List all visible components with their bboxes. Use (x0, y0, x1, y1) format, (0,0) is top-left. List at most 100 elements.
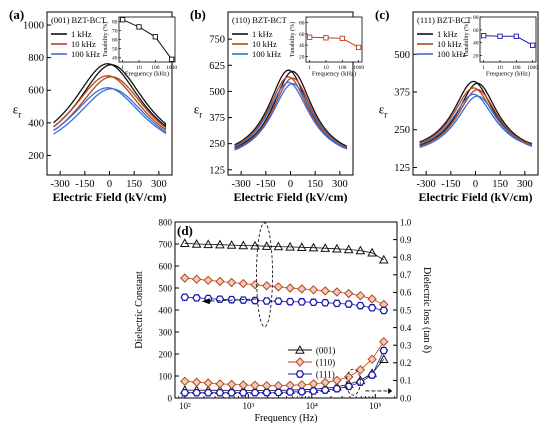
y-tick-label: 100 (159, 371, 173, 381)
marker-diamond (320, 286, 330, 296)
y-tick-label: 125 (394, 163, 410, 174)
y-tick-label: 200 (28, 151, 44, 162)
marker-diamond (308, 285, 319, 295)
marker-hexagon (309, 298, 318, 307)
marker-hexagon (297, 298, 307, 306)
inset-y-tick-label: 70 (112, 29, 118, 35)
inset-marker (480, 32, 487, 39)
marker-hexagon (356, 378, 365, 386)
marker-hexagon (262, 297, 272, 305)
series-line-100kHz (419, 93, 533, 149)
inset-y-tick-label: 60 (299, 32, 305, 38)
inset-x-tick-label: 10 (323, 65, 329, 71)
inset-x-tick-label: 10 (497, 65, 503, 71)
series-line-1kHz (419, 80, 533, 146)
inset-frame (305, 16, 363, 63)
x-tick-label: 10² (179, 401, 191, 411)
legend-label: (111) (316, 370, 335, 380)
inset-x-tick-label: 100 (512, 65, 521, 71)
y-tick-label: 400 (159, 305, 173, 315)
legend-marker (295, 344, 305, 354)
y2-tick-label: 0.5 (400, 305, 412, 315)
y2-tick-label: 0.0 (400, 393, 412, 403)
marker-diamond (261, 281, 272, 291)
series-line-10kHz (234, 76, 348, 150)
marker-hexagon (180, 293, 190, 302)
inset-y-tick-label: 40 (299, 43, 305, 49)
y-tick-label: 500 (209, 87, 225, 98)
series-line-left (184, 242, 385, 261)
inset-marker (119, 17, 126, 23)
arrow-head (388, 388, 393, 394)
plot-frame (174, 221, 398, 399)
inset-line (122, 19, 173, 60)
marker-diamond (285, 380, 295, 391)
y-tick-label: 750 (209, 35, 225, 46)
inset-x-tick-label: 1000 (353, 65, 364, 71)
inset-y-tick-label: 80 (473, 15, 479, 21)
inset-y-tick-label: 60 (112, 38, 118, 44)
y-tick-label: 125 (209, 165, 225, 176)
y2-tick-label: 0.4 (400, 323, 412, 333)
marker-triangle (203, 239, 214, 249)
y-tick-label: 500 (159, 283, 173, 293)
x-tick-label: 150 (492, 179, 508, 190)
y-tick-label: 375 (394, 87, 410, 98)
marker-diamond (250, 279, 260, 290)
sample-label: (111) BZT-BCT (417, 15, 472, 25)
y-tick-label: 300 (159, 327, 173, 337)
inset-x-tick-label: 100 (151, 65, 160, 71)
y-axis-label: Dielectric Constant (134, 271, 145, 349)
legend-label: 10 kHz (71, 39, 96, 49)
inset-marker (169, 56, 175, 62)
x-tick-label: 0 (107, 179, 112, 190)
y2-tick-label: 1.0 (400, 217, 412, 227)
y-axis-label-sub: r (18, 110, 21, 120)
marker-diamond (180, 273, 190, 283)
x-tick-label: 10⁵ (369, 401, 381, 411)
marker-diamond (343, 288, 354, 299)
x-axis-label: Electric Field (kV/cm) (53, 190, 167, 204)
marker-hexagon (274, 297, 283, 305)
series-line-left (184, 296, 384, 311)
marker-hexagon (332, 299, 342, 308)
inset-x-tick-label: 1 (308, 65, 311, 71)
marker-hexagon (344, 300, 354, 308)
marker-triangle (273, 241, 284, 251)
marker-hexagon (180, 388, 190, 397)
inset-y-tick-label: 60 (473, 28, 479, 34)
inset-marker (323, 35, 329, 41)
panel-2: -300 -150 0 150 300 125 250 375 500 Electric Fiel… (375, 7, 539, 204)
marker-triangle (250, 240, 260, 250)
inset-line (483, 35, 533, 46)
x-axis-label: Electric Field (kV/cm) (419, 190, 533, 204)
inset-marker (513, 33, 519, 39)
legend-label: 10 kHz (437, 39, 462, 49)
marker-hexagon (192, 388, 201, 397)
marker-triangle (367, 247, 377, 257)
annotation-arrow (207, 298, 257, 302)
series-line-1kHz (53, 63, 167, 128)
panel-label: (d) (177, 223, 193, 238)
marker-triangle (308, 242, 319, 252)
arrow-head (201, 298, 210, 305)
series-line-100kHz (53, 87, 167, 135)
annotation-ellipse (345, 368, 361, 396)
sample-label: (001) BZT-BCT (51, 15, 107, 25)
inset-x-label: Frequency (kHz) (312, 71, 356, 78)
y2-tick-label: 0.3 (400, 341, 412, 351)
y-tick-label: 600 (28, 86, 44, 97)
x-tick-label: 0 (473, 179, 478, 190)
marker-hexagon (367, 304, 377, 312)
inset-line (309, 36, 359, 48)
y-tick-label: 1000 (23, 21, 44, 32)
series-line-left (184, 277, 384, 305)
marker-triangle (226, 240, 237, 249)
inset-x-tick-label: 100 (338, 65, 347, 71)
legend-label: (001) (316, 346, 336, 356)
marker-diamond (367, 294, 377, 304)
marker-triangle (179, 238, 190, 247)
panel-0: -300 -150 0 150 3002004006008001000Electric … (9, 7, 177, 204)
legend-label: 1 kHz (437, 29, 458, 39)
y-tick-label: 700 (159, 239, 173, 249)
